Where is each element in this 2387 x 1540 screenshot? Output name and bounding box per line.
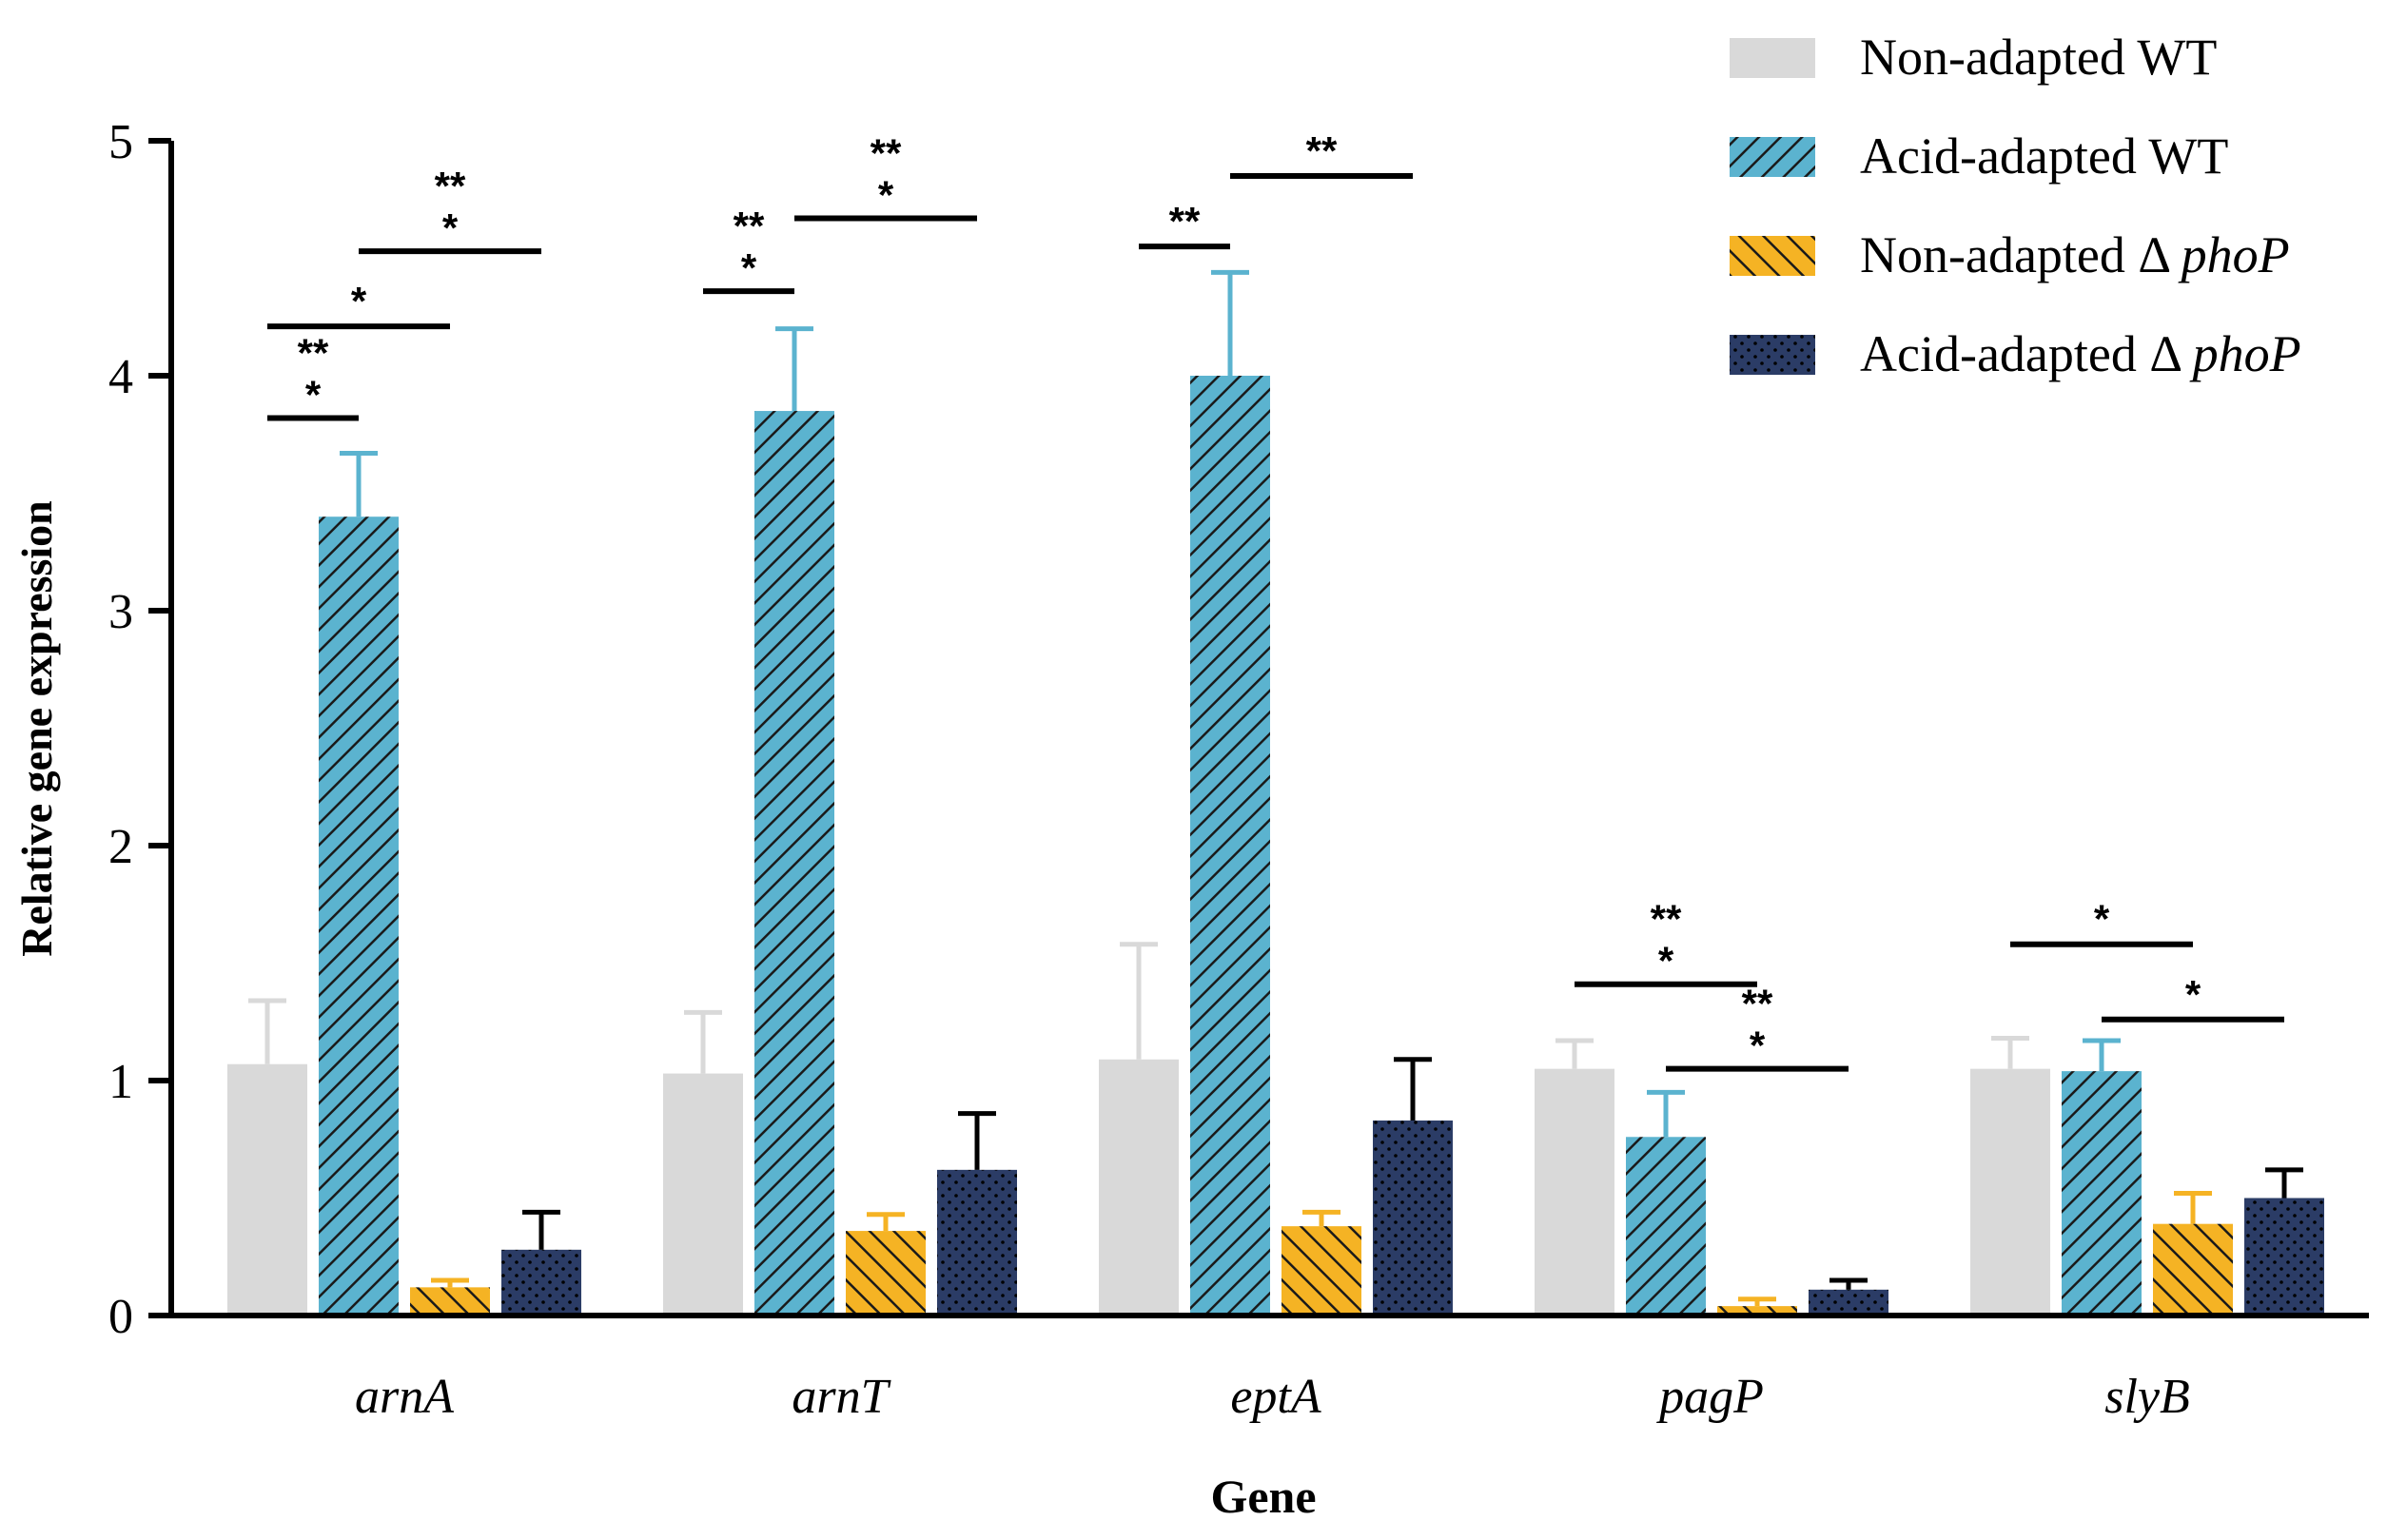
significance-label-slyB-11: * — [2185, 972, 2201, 1017]
x-tick-label-slyB: slyB — [2104, 1370, 2190, 1424]
significance-label-eptA-7: ** — [1306, 128, 1338, 173]
legend-label-2: Acid-adapted WT — [1860, 127, 2228, 185]
significance-label-eptA-6: ** — [1169, 199, 1201, 244]
y-tick-label-2: 2 — [108, 820, 133, 874]
legend-swatch-3 — [1730, 236, 1815, 276]
legend-swatch-4 — [1730, 335, 1815, 375]
legend-swatch-2 — [1730, 137, 1815, 177]
bar-slyB-series-4 — [2244, 1198, 2324, 1316]
bar-slyB-series-1 — [1970, 1068, 2050, 1316]
x-tick-label-eptA: eptA — [1230, 1370, 1321, 1424]
y-tick-label-4: 4 — [108, 350, 133, 404]
y-axis-label: Relative gene expression — [12, 500, 61, 957]
bar-arnA-series-2 — [319, 517, 399, 1316]
bar-slyB-series-3 — [2153, 1223, 2233, 1316]
bar-pagP-series-3 — [1717, 1306, 1797, 1316]
x-tick-label-pagP: pagP — [1655, 1370, 1764, 1424]
bar-eptA-series-1 — [1099, 1059, 1179, 1316]
bar-arnT-series-1 — [663, 1073, 743, 1316]
y-tick-label-0: 0 — [108, 1290, 133, 1344]
bar-arnT-series-4 — [937, 1169, 1017, 1316]
bar-pagP-series-4 — [1809, 1289, 1888, 1316]
significance-label-arnT-5: ** * — [871, 131, 902, 218]
legend-label-3: Non-adapted Δ phoP — [1860, 226, 2290, 283]
bar-arnA-series-1 — [227, 1063, 307, 1316]
bar-arnA-series-3 — [410, 1287, 490, 1316]
significance-label-pagP-8: ** * — [1651, 897, 1682, 984]
significance-label-pagP-9: ** * — [1742, 982, 1773, 1068]
x-tick-label-arnT: arnT — [792, 1370, 890, 1424]
bar-eptA-series-2 — [1190, 376, 1270, 1316]
bar-arnT-series-3 — [846, 1231, 926, 1316]
legend-swatch-1 — [1730, 38, 1815, 78]
x-axis-label: Gene — [1210, 1470, 1316, 1523]
significance-label-slyB-10: * — [2094, 897, 2110, 942]
bar-arnT-series-2 — [754, 411, 834, 1316]
legend-label-1: Non-adapted WT — [1860, 29, 2217, 86]
y-tick-label-1: 1 — [108, 1055, 133, 1109]
y-tick-label-5: 5 — [108, 115, 133, 169]
x-tick-label-arnA: arnA — [355, 1370, 454, 1424]
legend: Non-adapted WT Acid-adapted WT Non-adapted… — [1730, 29, 2301, 382]
significance-label-arnA-2: * — [351, 279, 367, 323]
significance-label-arnA-3: ** * — [435, 164, 466, 250]
significance-label-arnT-4: ** * — [734, 204, 765, 290]
bar-eptA-series-3 — [1282, 1226, 1361, 1316]
bar-slyB-series-2 — [2062, 1071, 2142, 1316]
bar-eptA-series-4 — [1373, 1120, 1453, 1316]
bar-pagP-series-1 — [1535, 1068, 1614, 1316]
significance-label-arnA-1: ** * — [298, 330, 329, 417]
legend-label-4: Acid-adapted Δ phoP — [1860, 325, 2301, 382]
bar-arnA-series-4 — [501, 1249, 581, 1316]
y-tick-label-3: 3 — [108, 585, 133, 639]
bar-pagP-series-2 — [1626, 1137, 1706, 1316]
